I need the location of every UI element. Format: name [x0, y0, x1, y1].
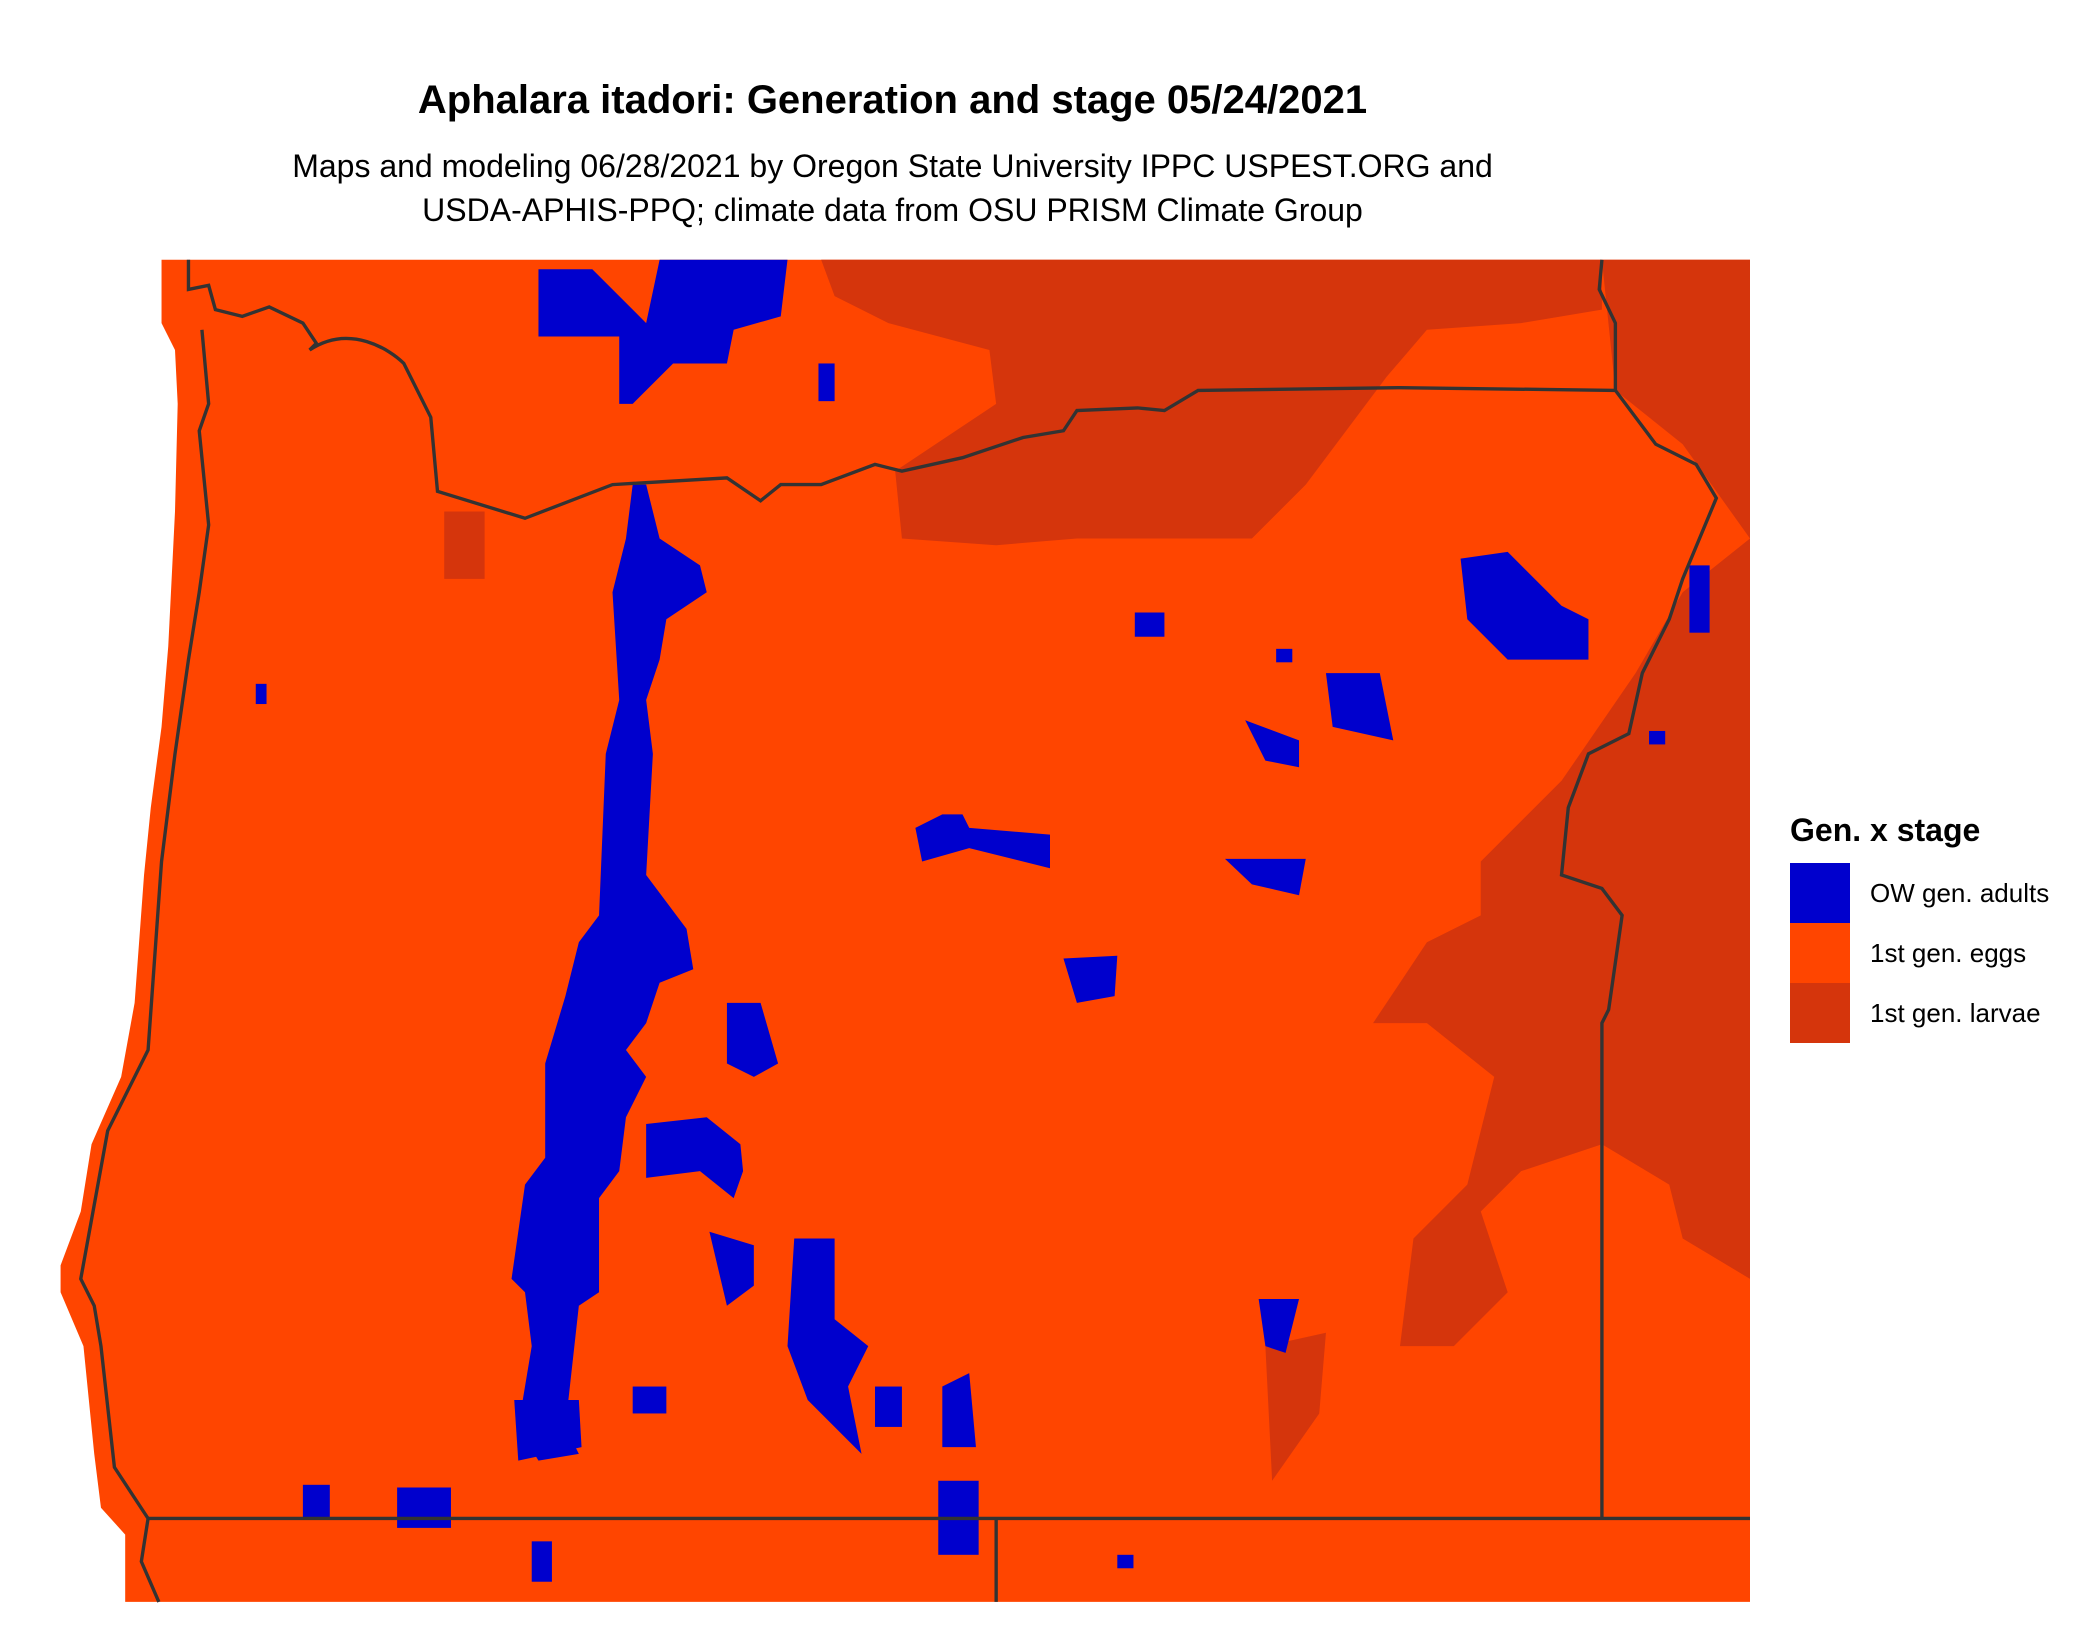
legend-item-1st-eggs: 1st gen. eggs	[1790, 923, 2049, 983]
legend-label: 1st gen. larvae	[1870, 997, 2041, 1028]
legend-label: 1st gen. eggs	[1870, 937, 2027, 968]
map-subtitle-line2: USDA-APHIS-PPQ; climate data from OSU PR…	[422, 192, 1363, 228]
legend: Gen. x stage OW gen. adults 1st gen. egg…	[1790, 812, 2049, 1043]
legend-swatch	[1790, 923, 1850, 983]
eggs-region	[60, 259, 1751, 1602]
state-boundaries	[79, 259, 1751, 1603]
adults-region	[255, 259, 1710, 1582]
legend-title: Gen. x stage	[1790, 812, 1981, 848]
legend-swatch	[1790, 863, 1850, 923]
map-title: Aphalara itadori: Generation and stage 0…	[417, 78, 1368, 122]
legend-swatch	[1790, 983, 1850, 1043]
legend-item-ow-adults: OW gen. adults	[1790, 863, 2049, 923]
legend-item-1st-larvae: 1st gen. larvae	[1790, 983, 2049, 1043]
map-subtitle-line1: Maps and modeling 06/28/2021 by Oregon S…	[292, 148, 1493, 184]
legend-label: OW gen. adults	[1870, 877, 2050, 908]
